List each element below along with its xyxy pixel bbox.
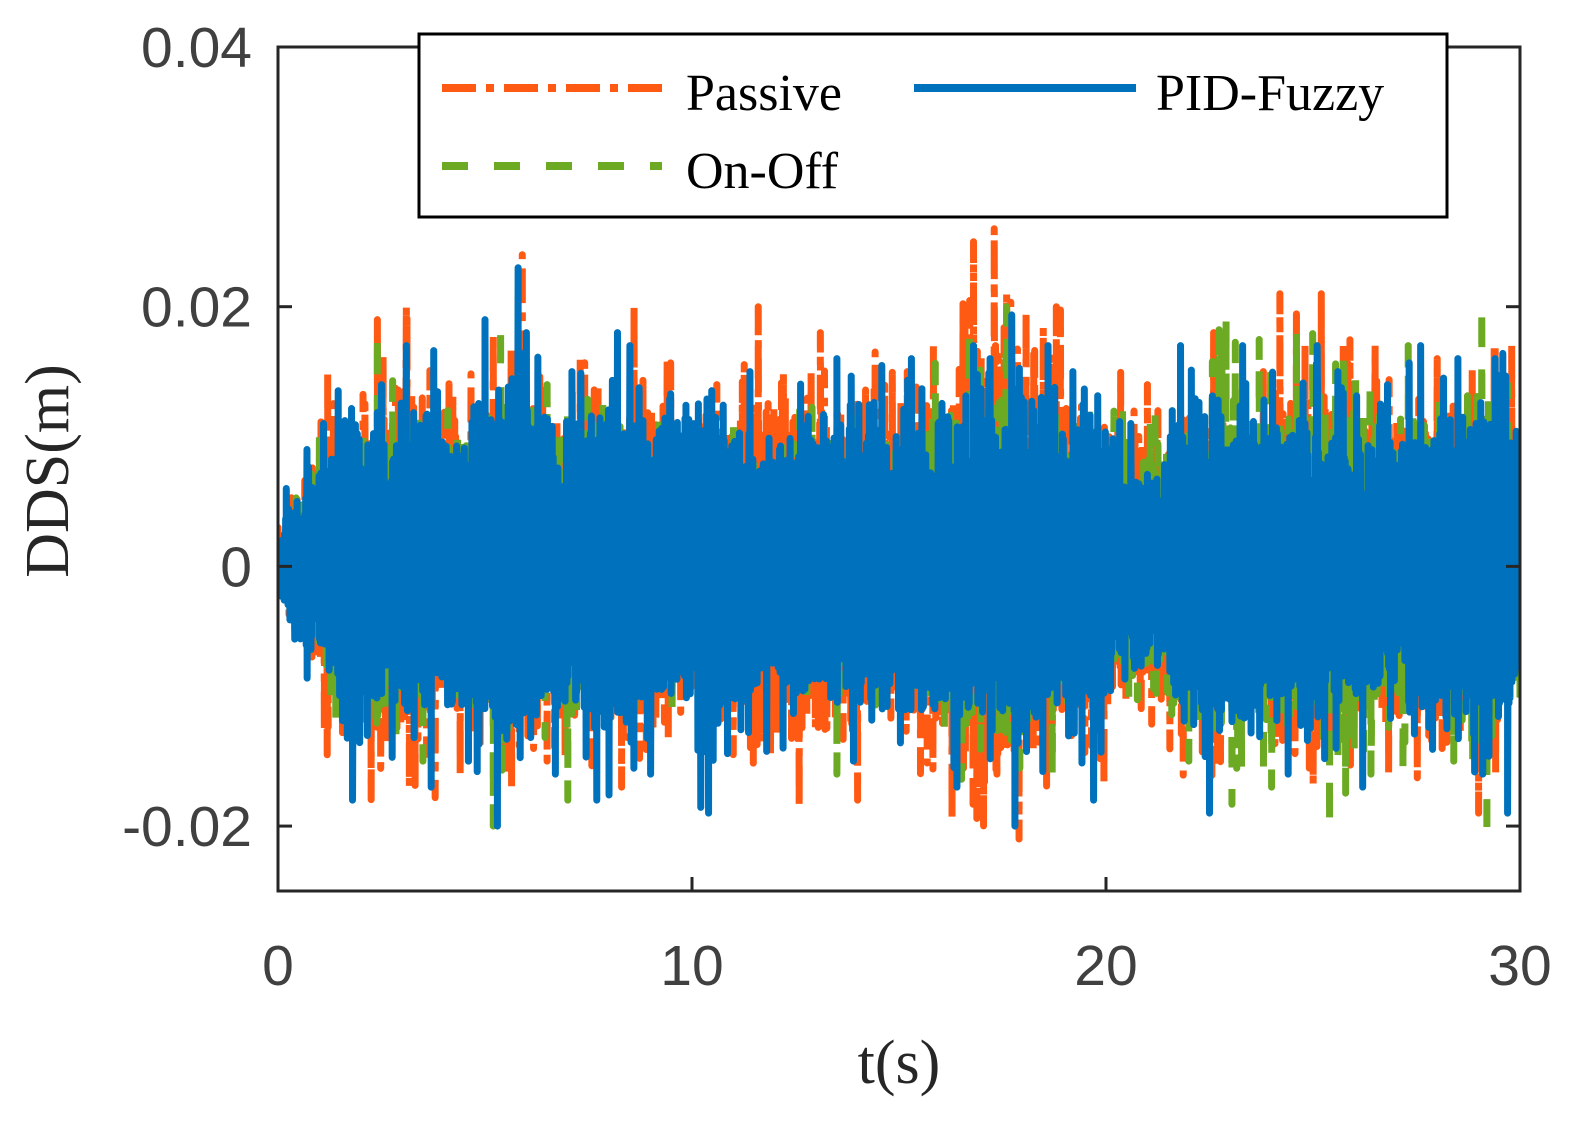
series-line-pid-fuzzy bbox=[278, 264, 1520, 830]
x-tick-label: 30 bbox=[1488, 934, 1551, 998]
y-tick-label: 0.02 bbox=[141, 276, 252, 340]
x-axis-title: t(s) bbox=[858, 1029, 941, 1097]
y-tick-label: 0.04 bbox=[141, 16, 252, 80]
tick-labels: 0 10 20 30 -0.02 0 0.02 0.04 bbox=[122, 16, 1552, 998]
x-tick-label: 20 bbox=[1074, 934, 1137, 998]
legend-label-passive: Passive bbox=[686, 65, 842, 122]
y-tick-label: -0.02 bbox=[122, 795, 252, 859]
legend-box bbox=[417, 32, 1449, 219]
x-tick-label: 0 bbox=[262, 934, 294, 998]
series-layer bbox=[278, 225, 1520, 843]
y-tick-label: 0 bbox=[220, 535, 252, 599]
x-tick-label: 10 bbox=[660, 934, 723, 998]
legend: Passive PID-Fuzzy On-Off bbox=[417, 32, 1449, 219]
legend-label-on-off: On-Off bbox=[686, 143, 839, 200]
legend-label-pid-fuzzy: PID-Fuzzy bbox=[1156, 65, 1384, 122]
y-axis-title: DDS(m) bbox=[14, 364, 82, 578]
